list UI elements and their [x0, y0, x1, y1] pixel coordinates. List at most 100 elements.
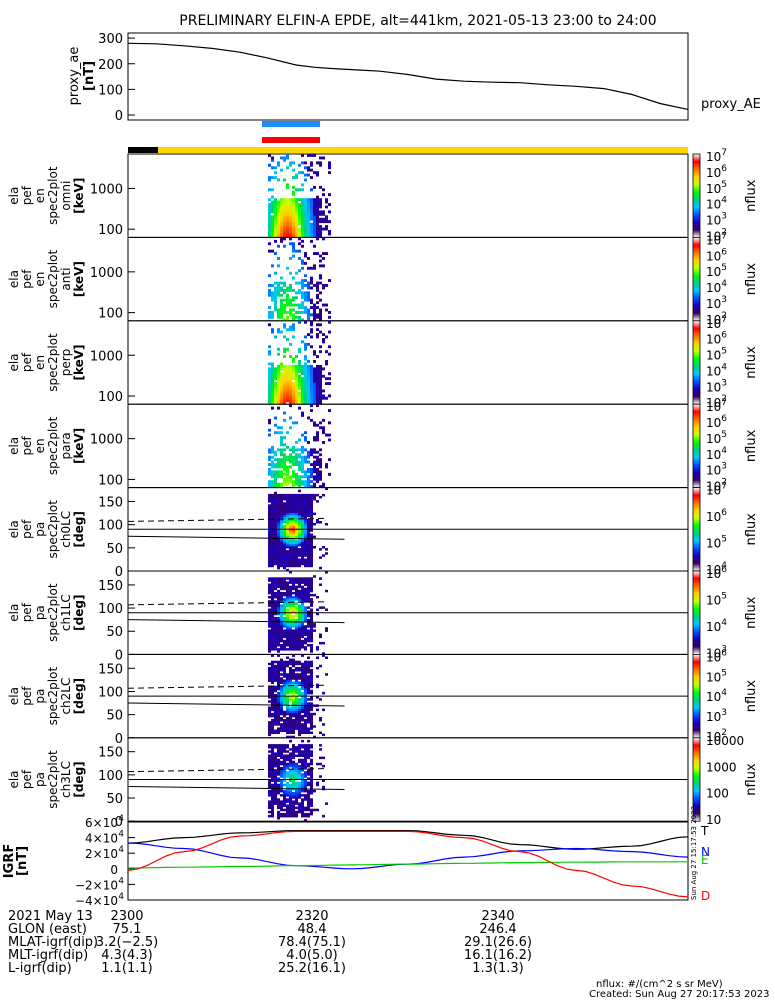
spectrogram-pixel — [292, 585, 295, 589]
igrf-ytick-label: 6×10 — [85, 816, 118, 830]
spectrogram-pixel — [286, 498, 289, 501]
footer-glon-2: 48.4 — [298, 922, 327, 937]
spectrogram-pixel — [268, 367, 271, 371]
spectrogram-pixel — [304, 274, 307, 278]
spectrogram-pixel — [304, 347, 307, 351]
spectrogram-pixel — [301, 535, 304, 539]
spectrogram-pixel — [277, 465, 280, 469]
colorbar-tick-label: 107 — [706, 231, 727, 247]
spectrogram-pixel — [313, 217, 316, 221]
spectrogram-pixel — [289, 458, 292, 462]
panel-ylabel-line: [deg] — [72, 511, 86, 547]
spectrogram-pixel — [283, 775, 286, 778]
spectrogram-pixel — [301, 205, 304, 209]
spectrogram-pixel — [292, 812, 295, 816]
spectrogram-pixel — [304, 198, 307, 202]
spectrogram-pixel — [310, 198, 313, 202]
spectrogram-pixel — [313, 311, 316, 314]
spectrogram-pixel — [274, 644, 277, 647]
spectrogram-pixel — [319, 384, 322, 388]
spectrogram-pixel — [268, 602, 271, 605]
spectrogram-pixel — [289, 328, 292, 332]
spectrogram-pixel — [286, 215, 289, 219]
spectrogram-pixel — [289, 465, 292, 469]
spectrogram-pixel — [283, 641, 286, 645]
spectrogram-pixel — [280, 362, 283, 366]
spectrogram-pixel — [283, 463, 286, 466]
spectrogram-pixel — [286, 806, 289, 810]
spectrogram-pixel — [304, 637, 307, 641]
spectrogram-pixel — [271, 677, 274, 680]
spectrogram-pixel — [298, 577, 301, 580]
spectrogram-pixel — [295, 648, 298, 651]
spectrogram-pixel — [277, 583, 280, 586]
spectrogram-pixel — [298, 550, 301, 553]
spectrogram-pixel — [271, 796, 274, 799]
spectrogram-pixel — [310, 500, 313, 503]
spectrogram-pixel — [310, 723, 313, 726]
spectrogram-pixel — [292, 518, 295, 522]
spectrogram-pixel — [316, 404, 319, 408]
spectrogram-pixel — [283, 516, 286, 520]
spectrogram-pixel — [319, 156, 322, 160]
spectrogram-pixel — [307, 583, 310, 586]
spectrogram-pixel — [292, 512, 295, 516]
spectrogram-pixel — [295, 723, 298, 726]
spectrogram-pixel — [298, 662, 301, 666]
spectrogram-pixel — [295, 800, 298, 803]
spectrogram-pixel — [307, 394, 310, 398]
spectrogram-pixel — [274, 205, 277, 209]
spectrogram-pixel — [289, 493, 292, 497]
spectrogram-pixel — [277, 777, 280, 780]
spectrogram-pixel — [268, 222, 271, 226]
spectrogram-pixel — [277, 758, 280, 762]
spectrogram-pixel — [295, 625, 298, 628]
spectrogram-pixel — [280, 691, 283, 695]
colorbar-label: nflux — [744, 263, 759, 296]
spectrogram-pixel — [268, 232, 271, 236]
spectrogram-pixel — [292, 769, 295, 772]
spectrogram-pixel — [307, 664, 310, 668]
spectrogram-pixel — [271, 188, 274, 192]
spectrogram-pixel — [271, 284, 274, 287]
spectrogram-pixel — [283, 506, 286, 509]
spectrogram-pixel — [274, 537, 277, 541]
spectrogram-pixel — [304, 296, 307, 300]
spectrogram-pixel — [286, 369, 289, 373]
spectrogram-pixel — [298, 500, 301, 503]
spectrogram-pixel — [283, 721, 286, 724]
panel-ylabel-line: ch0LC — [59, 511, 73, 548]
spectrogram-pixel — [307, 203, 310, 206]
footer-mlat-3: 29.1(26.6) — [464, 935, 532, 950]
spectrogram-pixel — [322, 779, 325, 782]
spectrogram-pixel — [277, 762, 280, 766]
spectrogram-pixel — [301, 798, 304, 801]
spectrogram-pixel — [319, 566, 322, 570]
spectrogram-pixel — [328, 382, 331, 385]
spectrogram-pixel — [271, 779, 274, 782]
spectrogram-pixel — [328, 279, 331, 282]
spectrogram-pixel — [292, 335, 295, 339]
spectrogram-pixel — [274, 514, 277, 518]
spectrogram-pixel — [271, 619, 274, 622]
spectrogram-pixel — [304, 731, 307, 734]
spectrogram-pixel — [277, 610, 280, 614]
spectrogram-pixel — [316, 783, 319, 787]
spectrogram-pixel — [301, 230, 304, 233]
spectrogram-pixel — [268, 644, 271, 647]
spectrogram-pixel — [316, 367, 319, 371]
spectrogram-pixel — [283, 558, 286, 561]
spectrogram-pixel — [268, 687, 271, 691]
spectrogram-pixel — [295, 539, 298, 543]
spectrogram-pixel — [280, 635, 283, 639]
spectrogram-pixel — [298, 629, 301, 632]
spectrogram-pixel — [301, 671, 304, 674]
spectrogram-pixel — [313, 244, 316, 248]
spectrogram-pixel — [277, 691, 280, 695]
spectrogram-pixel — [295, 721, 298, 724]
spectrogram-pixel — [274, 560, 277, 564]
spectrogram-pixel — [271, 706, 274, 709]
spectrogram-pixel — [295, 679, 298, 682]
spectrogram-pixel — [271, 812, 274, 816]
spectrogram-pixel — [313, 485, 316, 488]
